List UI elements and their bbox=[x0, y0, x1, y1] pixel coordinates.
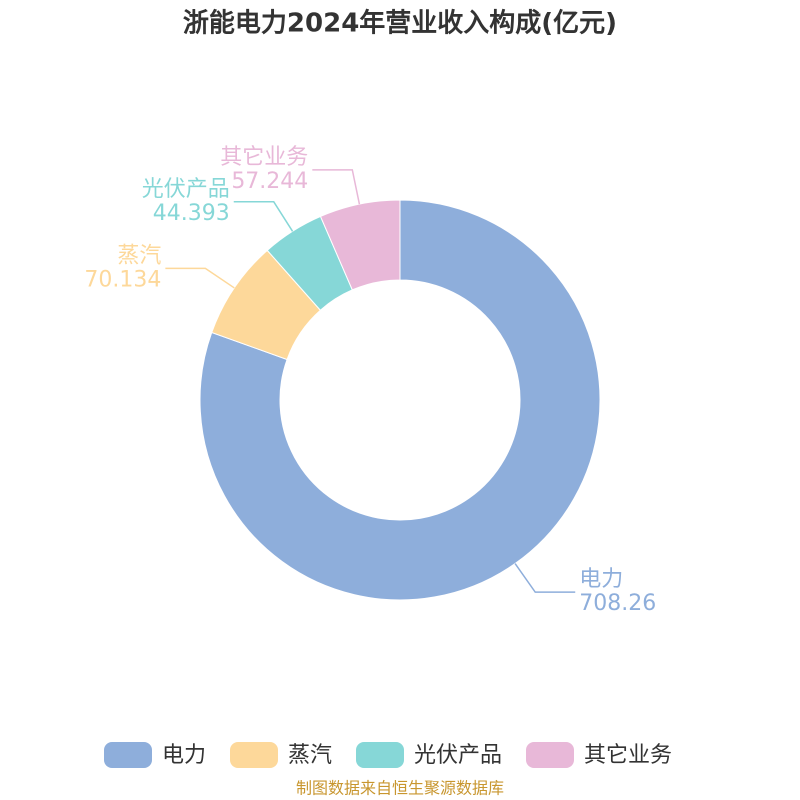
source-note: 制图数据来自恒生聚源数据库 bbox=[296, 779, 504, 798]
slice-label: 电力 bbox=[579, 567, 623, 592]
legend-label: 其它业务 bbox=[584, 743, 672, 768]
legend-swatch bbox=[230, 742, 278, 768]
donut-slice bbox=[319, 199, 401, 291]
legend-label: 电力 bbox=[162, 743, 206, 768]
legend-label: 蒸汽 bbox=[288, 743, 332, 768]
slice-label: 光伏产品 bbox=[142, 177, 230, 202]
slice-value: 44.393 bbox=[153, 201, 230, 226]
slice-value: 70.134 bbox=[84, 267, 161, 292]
legend-swatch bbox=[356, 742, 404, 768]
leader-line bbox=[165, 267, 235, 289]
slice-label: 蒸汽 bbox=[117, 243, 161, 268]
slice-value: 57.244 bbox=[231, 169, 308, 194]
legend-label: 光伏产品 bbox=[414, 743, 502, 768]
chart-title: 浙能电力2024年营业收入构成(亿元) bbox=[183, 8, 617, 39]
legend-swatch bbox=[104, 742, 152, 768]
slice-value: 708.26 bbox=[579, 591, 656, 616]
slice-label: 其它业务 bbox=[220, 145, 308, 170]
leader-line bbox=[312, 169, 361, 205]
legend-swatch bbox=[526, 742, 574, 768]
donut-slice bbox=[199, 199, 601, 601]
leader-line bbox=[514, 563, 576, 593]
leader-line bbox=[233, 201, 294, 232]
